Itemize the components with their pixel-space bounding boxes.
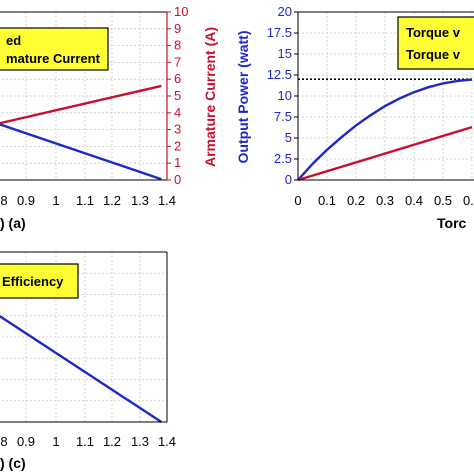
panel-a-y2tick-label: 10 bbox=[174, 4, 188, 19]
panel-b-ytick-label: 5 bbox=[285, 130, 292, 145]
panel-a-xtick-label: 1.2 bbox=[103, 193, 121, 208]
panel-a-y2tick-label: 4 bbox=[174, 105, 181, 120]
panel-a-y2tick-label: 9 bbox=[174, 21, 181, 36]
panel-a-y2tick-label: 8 bbox=[174, 38, 181, 53]
panel-b-legend-line-1: Torque v bbox=[406, 25, 461, 40]
panel-a-xtick-label: 1 bbox=[52, 193, 59, 208]
panel-b-xtick-label: 0.5 bbox=[434, 193, 452, 208]
panel-b-series bbox=[297, 78, 473, 182]
panel-b-legend-line-2: Torque v bbox=[406, 47, 461, 62]
panel-a-y2tick-label: 2 bbox=[174, 138, 181, 153]
panel-a-y2tick-label: 3 bbox=[174, 122, 181, 137]
panel-a-xtick-label: 8 bbox=[0, 193, 7, 208]
panel-a-y2tick-label: 1 bbox=[174, 155, 181, 170]
panel-c-frame bbox=[0, 251, 168, 423]
panel-a-y2tick-label: 5 bbox=[174, 88, 181, 103]
panel-c-efficiency: 8 0.9 1 1.1 1.2 1.3 1.4 Efficiency ) (c) bbox=[0, 251, 176, 471]
panel-b-ytick-label: 7.5 bbox=[274, 109, 292, 124]
panel-b-xtick-label: 0.1 bbox=[318, 193, 336, 208]
panel-c-xtick-label: 0.9 bbox=[17, 434, 35, 449]
panel-a-series-blue bbox=[0, 123, 162, 181]
panel-c-legend: Efficiency bbox=[0, 263, 79, 299]
panel-b-ytick-label: 10 bbox=[278, 88, 292, 103]
panel-b-series-blue-curve bbox=[297, 78, 473, 181]
panel-a-xtick-label: 1.1 bbox=[76, 193, 94, 208]
panel-c-legend-line-1: Efficiency bbox=[2, 274, 64, 289]
panel-a-legend-line-1: ed bbox=[6, 33, 21, 48]
panel-a-legend: ed mature Current bbox=[0, 27, 109, 71]
panel-b-ytick-label: 17.5 bbox=[267, 25, 292, 40]
panel-b-xtick-label: 0.3 bbox=[376, 193, 394, 208]
panel-a-series-armature-current bbox=[0, 84, 162, 125]
panel-a-y2tick-label: 6 bbox=[174, 71, 181, 86]
panel-c-xtick-label: 1.3 bbox=[131, 434, 149, 449]
panel-b-xtick-label: 0.2 bbox=[347, 193, 365, 208]
panel-a-xtick-label: 1.3 bbox=[131, 193, 149, 208]
panel-b-ylabel: Output Power (watt) bbox=[235, 31, 251, 164]
panel-c-xtick-label: 1 bbox=[52, 434, 59, 449]
panel-b-legend-box bbox=[397, 16, 474, 70]
panel-c-xtick-label: 1.4 bbox=[158, 434, 176, 449]
panel-b-series-red-line bbox=[297, 125, 473, 182]
panel-b-ticks: 0 0.1 0.2 0.3 0.4 0.5 0.6 0 2.5 5 7.5 10 12.5 15 17.5 2… bbox=[267, 4, 474, 208]
panel-b-ytick-label: 0 bbox=[285, 172, 292, 187]
panel-c-xtick-label: 1.1 bbox=[76, 434, 94, 449]
panel-b-xtick-label: 0 bbox=[294, 193, 301, 208]
panel-a-y2tick-label: 7 bbox=[174, 54, 181, 69]
panel-c-series-blue bbox=[0, 314, 163, 424]
panel-c-xlabel: ) (c) bbox=[0, 455, 26, 471]
panel-a-y2label: Armature Current (A) bbox=[202, 27, 218, 167]
panel-c-series bbox=[0, 314, 163, 424]
panel-b-ytick-label: 12.5 bbox=[267, 67, 292, 82]
panel-b-ytick-label: 20 bbox=[278, 4, 292, 19]
panel-a-y2tick-label: 0 bbox=[174, 172, 181, 187]
panel-a-xtick-label: 0.9 bbox=[17, 193, 35, 208]
panel-a-legend-line-2: mature Current bbox=[6, 51, 101, 66]
panel-c-xtick-label: 8 bbox=[0, 434, 7, 449]
panel-b-legend: Torque v Torque v bbox=[397, 16, 474, 70]
panel-a-series bbox=[0, 84, 162, 181]
panel-a-legend-box bbox=[0, 27, 109, 71]
panel-b-ytick-label: 15 bbox=[278, 46, 292, 61]
panel-c-ticks: 8 0.9 1 1.1 1.2 1.3 1.4 bbox=[0, 434, 176, 449]
panel-b-xtick-label: 0.4 bbox=[405, 193, 423, 208]
panel-b-xtick-label: 0.6 bbox=[463, 193, 474, 208]
panel-a-xtick-label: 1.4 bbox=[158, 193, 176, 208]
panel-b-output-power: 0 0.1 0.2 0.3 0.4 0.5 0.6 0 2.5 5 7.5 10 12.5 15 17.5 2… bbox=[235, 4, 474, 231]
panel-c-xtick-label: 1.2 bbox=[103, 434, 121, 449]
panel-a-xlabel: ) (a) bbox=[0, 215, 26, 231]
panel-b-xlabel: Torc bbox=[437, 215, 467, 231]
panel-b-ytick-label: 2.5 bbox=[274, 151, 292, 166]
panel-c-legend-box bbox=[0, 263, 79, 299]
